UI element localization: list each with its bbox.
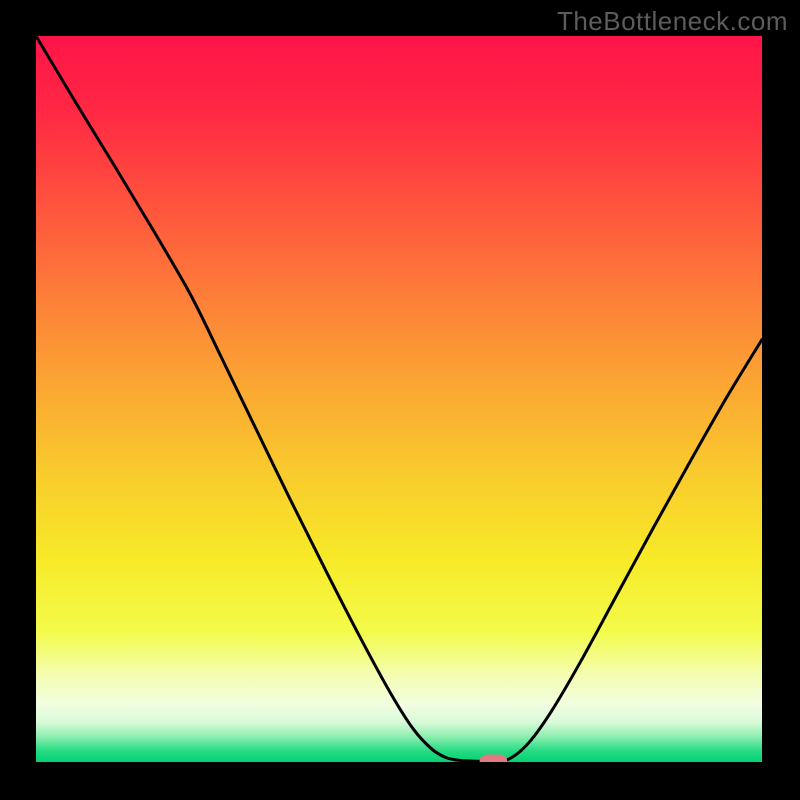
- watermark-text: TheBottleneck.com: [557, 6, 788, 37]
- plot-area: [36, 36, 762, 762]
- chart-frame: TheBottleneck.com: [0, 0, 800, 800]
- optimum-marker: [480, 754, 508, 762]
- bottleneck-chart: [36, 36, 762, 762]
- gradient-background: [36, 36, 762, 762]
